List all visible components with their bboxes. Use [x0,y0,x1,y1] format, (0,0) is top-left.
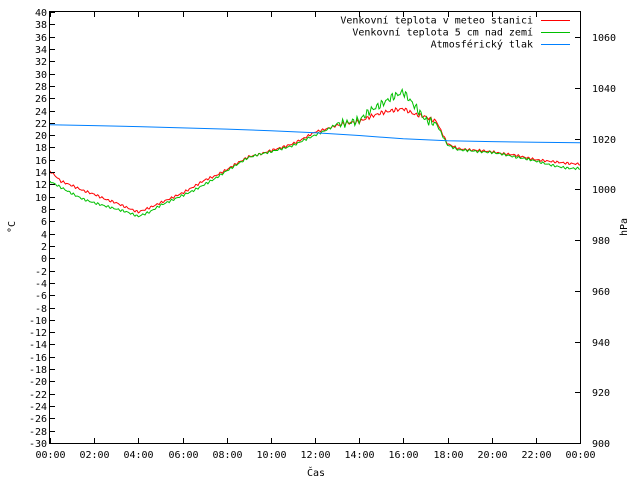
series-line-3 [49,124,581,144]
y2-tick-label: 1040 [592,84,616,95]
y-tick-label: -14 [29,340,47,351]
y-tick-label: -8 [35,304,47,315]
y2-tick-label: 940 [592,338,610,349]
y-tick-label: -16 [29,353,47,364]
series-layer [49,87,581,218]
y-tick-label: -18 [29,365,47,376]
x-tick-label: 12:00 [300,450,330,461]
y2-tick-label: 960 [592,287,610,298]
series-line-2 [49,87,581,218]
x-tick-label: 06:00 [168,450,198,461]
x-tick-label: 14:00 [344,450,374,461]
y-tick-label: 18 [35,143,47,154]
plot-frame [49,11,581,444]
y2-tick-label: 920 [592,388,610,399]
y-tick-label: 6 [41,217,47,228]
y-tick-label: 40 [35,8,47,19]
y-tick-label: -10 [29,316,47,327]
x-tick-label: 22:00 [521,450,551,461]
x-axis-label: Čas [307,466,325,479]
y-tick-label: 38 [35,20,47,31]
y2-axis-label: hPa [619,218,630,236]
y-tick-label: 10 [35,193,47,204]
y-tick-label: -24 [29,402,47,413]
y-tick-label: 28 [35,82,47,93]
y-tick-label: 4 [41,230,47,241]
y-axis-label: °C [7,221,18,233]
y2-tick-label: 980 [592,236,610,247]
y-tick-label: -2 [35,267,47,278]
y2-tick-label: 1000 [592,185,616,196]
x-tick-label: 10:00 [256,450,286,461]
y2-tick-label: 1060 [592,33,616,44]
y-tick-label: -28 [29,427,47,438]
x-tick-label: 00:00 [565,450,595,461]
y-tick-label: 32 [35,57,47,68]
x-tick-label: 08:00 [212,450,242,461]
y-tick-label: 34 [35,45,47,56]
legend: Venkovní teplota v meteo staniciVenkovní… [340,15,570,51]
legend-label-1: Venkovní teplota v meteo stanici [340,15,533,27]
y-tick-label: 20 [35,131,47,142]
y-tick-label: 12 [35,180,47,191]
x-tick-label: 04:00 [123,450,153,461]
y-tick-label: -30 [29,439,47,450]
y-tick-label: 26 [35,94,47,105]
y-tick-label: 0 [41,254,47,265]
x-tick-label: 18:00 [433,450,463,461]
y-tick-label: 22 [35,119,47,130]
y-tick-label: 24 [35,107,47,118]
y-tick-label: 14 [35,168,47,179]
y-tick-label: -26 [29,414,47,425]
y-tick-label: 36 [35,33,47,44]
y-tick-label: 2 [41,242,47,253]
y-tick-label: 8 [41,205,47,216]
y-tick-label: -12 [29,328,47,339]
y2-tick-label: 900 [592,439,610,450]
y2-tick-label: 1020 [592,135,616,146]
legend-label-3: Atmosférický tlak [431,39,533,51]
x-tick-label: 02:00 [79,450,109,461]
legend-label-2: Venkovní teplota 5 cm nad zemí [352,27,533,39]
y-tick-label: -20 [29,377,47,388]
y-tick-label: -22 [29,390,47,401]
y-tick-label: 16 [35,156,47,167]
x-tick-label: 20:00 [477,450,507,461]
x-tick-label: 00:00 [35,450,65,461]
y-tick-label: 30 [35,70,47,81]
x-tick-label: 16:00 [388,450,418,461]
y-tick-label: -6 [35,291,47,302]
y-tick-label: -4 [35,279,47,290]
ticks-layer: 4038363432302826242220181614121086420-2-… [29,8,616,461]
